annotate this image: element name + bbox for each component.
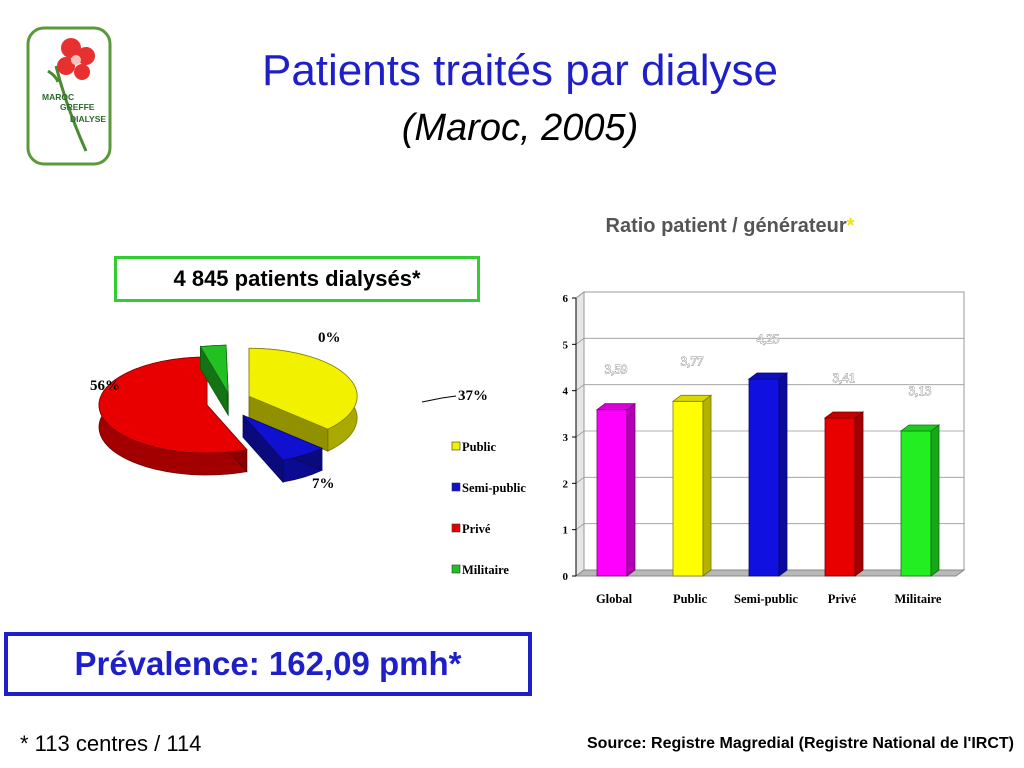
pie-label-priv: 56% — [90, 378, 120, 394]
page-title: Patients traités par dialyse — [261, 46, 779, 95]
pie-label-public: 37% — [458, 388, 488, 404]
bar-value-label: 3,13 — [909, 383, 932, 398]
pie-slice-public — [248, 347, 358, 452]
legend-label-semipublic: Semi-public — [462, 481, 526, 495]
legend-swatch-public — [451, 441, 461, 451]
bar-value-label: 3,77 — [681, 353, 704, 368]
footnote: * 113 centres / 114 — [20, 731, 202, 756]
y-tick-label: 6 — [563, 293, 569, 305]
pie-label-semipublic: 7% — [312, 476, 335, 492]
legend-label-public: Public — [462, 440, 496, 454]
bar-militaire — [899, 424, 941, 577]
y-tick-label: 4 — [563, 386, 569, 398]
legend-label-priv: Privé — [462, 522, 491, 536]
y-tick-label: 0 — [563, 571, 569, 583]
prevalence-box: Prévalence: 162,09 pmh* — [4, 632, 532, 696]
legend-swatch-militaire — [451, 564, 461, 574]
logo-line-3: DIALYSE — [70, 114, 106, 124]
gridline — [575, 384, 964, 391]
x-category-label: Privé — [828, 592, 857, 606]
bar-value-label: 3,59 — [605, 362, 628, 377]
bar-public — [671, 394, 713, 577]
bar-chart: 0 1 2 3 4 5 6 3,59 Global 3,77 Public 4,25 Semi-publ… — [563, 291, 966, 606]
pie-chart: 37% 7% 56% 0% Public Semi-public Privé Militair… — [90, 330, 526, 577]
logo-line-2: GREFFE — [60, 102, 95, 112]
bar-semipublic — [747, 372, 789, 577]
x-category-label: Public — [673, 592, 707, 606]
pie-slice-militaire — [199, 344, 229, 417]
pie-legend: Public Semi-public Privé Militaire — [451, 440, 526, 577]
x-category-label: Semi-public — [734, 592, 798, 606]
bar-chart-title: Ratio patient / générateur* — [520, 212, 940, 240]
y-tick-label: 5 — [563, 339, 569, 351]
x-category-label: Global — [596, 592, 633, 606]
y-tick-label: 1 — [563, 525, 569, 537]
x-category-label: Militaire — [895, 592, 942, 606]
bar-value-label: 4,25 — [757, 331, 780, 346]
pie-leader-line — [421, 395, 457, 403]
pie-slice-priv — [98, 356, 248, 476]
maroc-greffe-dialyse-logo: MAROC GREFFE DIALYSE — [26, 26, 112, 166]
page-subtitle: (Maroc, 2005) — [401, 107, 639, 149]
bar-chart-title-text: Ratio patient / générateur — [605, 215, 847, 237]
bar-chart-title-mark: * — [846, 215, 855, 237]
pie-slice-semipublic — [242, 414, 323, 484]
y-tick-label: 2 — [563, 478, 569, 490]
total-patients-box: 4 845 patients dialysés* — [114, 256, 480, 302]
logo-line-1: MAROC — [42, 92, 74, 102]
pie-label-militaire: 0% — [318, 330, 341, 346]
y-tick-label: 3 — [563, 432, 569, 444]
bar-global — [595, 402, 637, 577]
bar-value-label: 3,41 — [833, 370, 856, 385]
gridline — [575, 291, 964, 299]
legend-swatch-priv — [451, 523, 461, 533]
legend-label-militaire: Militaire — [462, 563, 509, 577]
legend-swatch-semipublic — [451, 482, 461, 492]
source-note: Source: Registre Magredial (Registre Nat… — [587, 735, 1014, 752]
bar-priv — [823, 411, 865, 577]
gridline — [575, 337, 964, 345]
